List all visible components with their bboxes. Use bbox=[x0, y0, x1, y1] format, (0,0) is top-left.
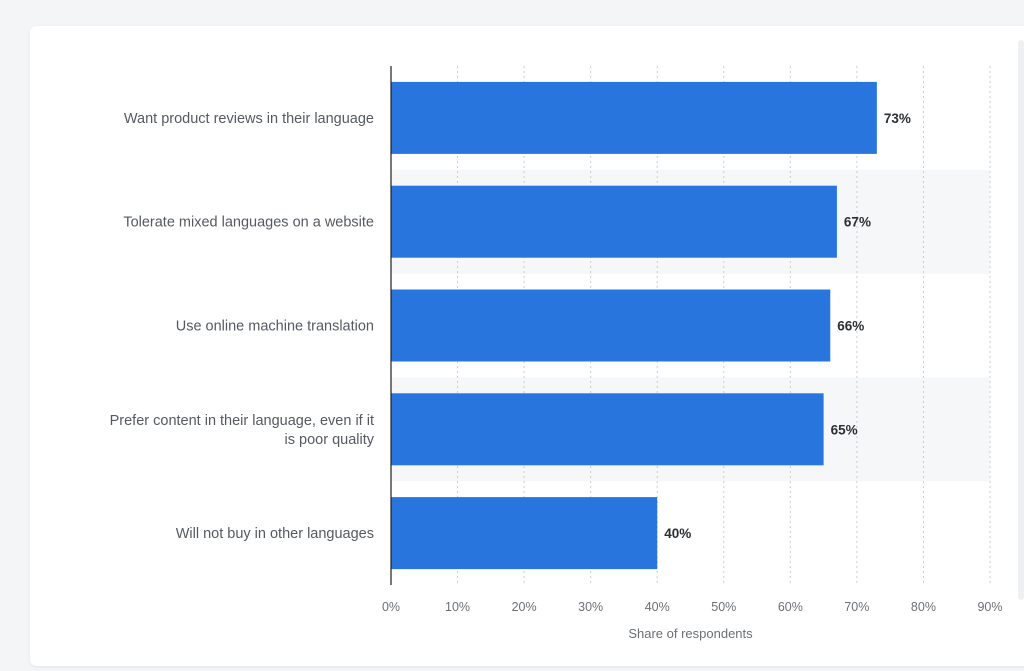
side-panel bbox=[1018, 40, 1024, 600]
x-tick-label: 0% bbox=[382, 600, 400, 614]
x-tick-labels: 0% 10% 20% 30% 40% 50% 60% 70% 80% 90% bbox=[382, 600, 1003, 614]
x-tick-label: 10% bbox=[445, 600, 470, 614]
x-tick-label: 50% bbox=[711, 600, 736, 614]
x-tick-label: 70% bbox=[844, 600, 869, 614]
bar[interactable] bbox=[391, 497, 658, 570]
x-tick-label: 40% bbox=[645, 600, 670, 614]
bar-value-label: 73% bbox=[884, 111, 911, 126]
x-tick-label: 20% bbox=[512, 600, 537, 614]
x-tick-label: 90% bbox=[977, 600, 1002, 614]
bars bbox=[391, 81, 877, 570]
x-tick-label: 30% bbox=[578, 600, 603, 614]
bar-value-label: 66% bbox=[837, 319, 864, 334]
x-tick-label: 80% bbox=[911, 600, 936, 614]
category-label: Prefer content in their language, even i… bbox=[110, 413, 375, 448]
x-axis-title: Share of respondents bbox=[628, 626, 753, 641]
bar[interactable] bbox=[391, 81, 877, 154]
bar-value-label: 40% bbox=[664, 526, 691, 541]
bar[interactable] bbox=[391, 289, 831, 362]
bar-value-label: 67% bbox=[844, 215, 871, 230]
category-label: Will not buy in other languages bbox=[176, 526, 374, 542]
bar[interactable] bbox=[391, 185, 837, 258]
category-label: Want product reviews in their language bbox=[124, 111, 374, 127]
value-labels: 73% 67% 66% 65% 40% bbox=[664, 111, 911, 541]
x-tick-label: 60% bbox=[778, 600, 803, 614]
category-labels: Want product reviews in their language To… bbox=[110, 111, 375, 542]
category-label: Tolerate mixed languages on a website bbox=[123, 215, 374, 231]
category-label: Use online machine translation bbox=[176, 319, 374, 335]
bar-value-label: 65% bbox=[831, 422, 858, 437]
bar[interactable] bbox=[391, 393, 824, 466]
